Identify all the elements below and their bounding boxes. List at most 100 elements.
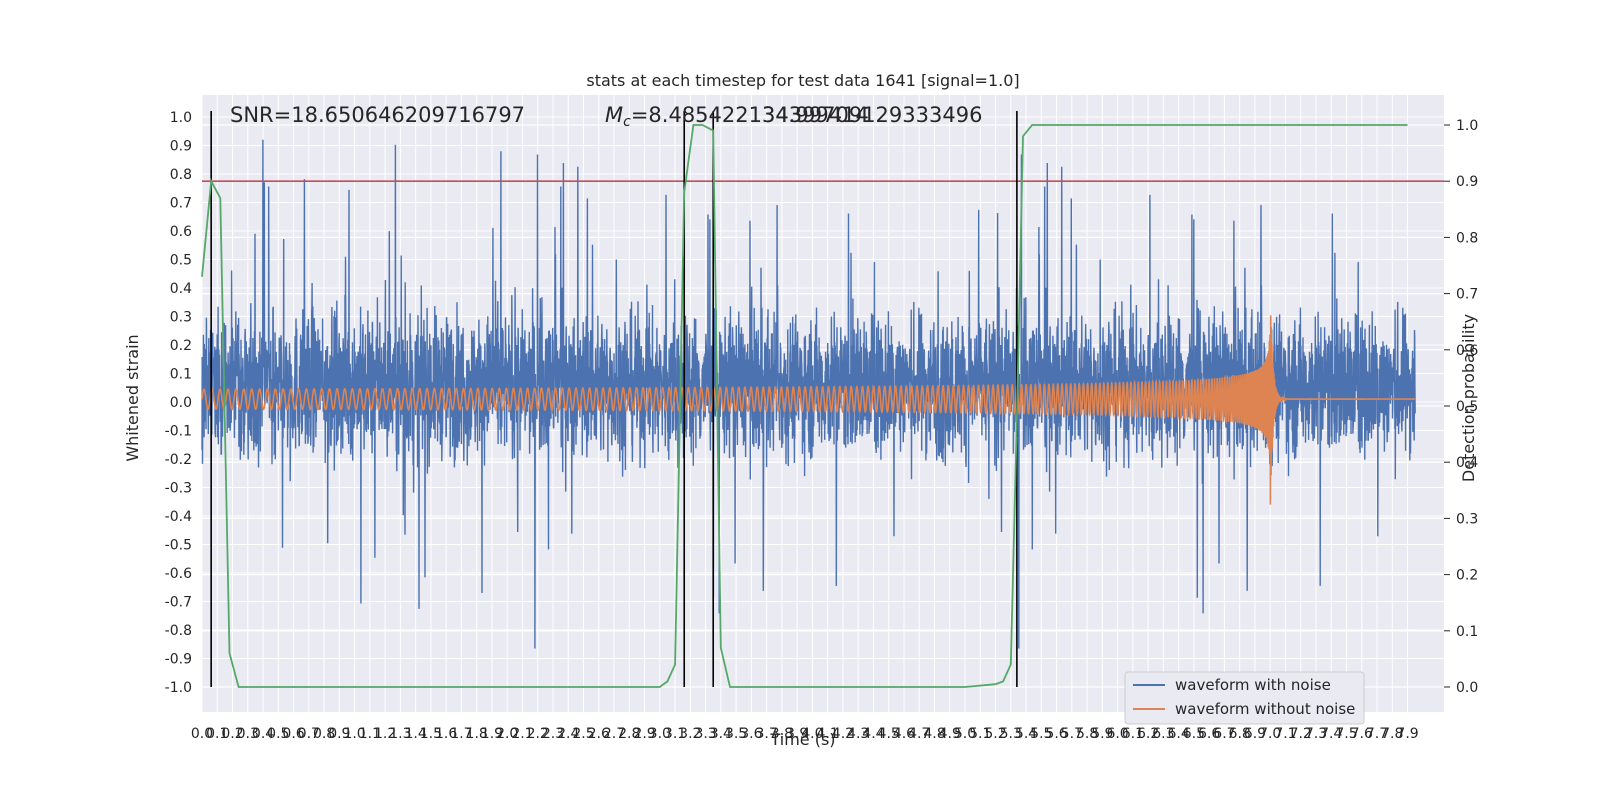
chirp-mass-symbol: M: [605, 103, 623, 127]
chirp-mass-value: =8.485422134399414: [631, 103, 869, 127]
x-tick-label: 3.7: [755, 726, 777, 742]
x-tick-label: 7.8: [1381, 726, 1403, 742]
x-tick-label: 7.9: [1396, 726, 1418, 742]
x-tick-label: 7.1: [1274, 726, 1296, 742]
x-tick-label: 4.5: [878, 726, 900, 742]
x-tick-label: 1.5: [420, 726, 442, 742]
x-tick-label: 4.3: [847, 726, 869, 742]
y2-tick-label: 0.8: [1456, 230, 1478, 246]
x-tick-label: 1.0: [343, 726, 365, 742]
x-tick-label: 4.7: [908, 726, 930, 742]
x-tick-label: 2.9: [633, 726, 655, 742]
x-tick-label: 3.9: [786, 726, 808, 742]
y2-tick-label: 0.9: [1456, 174, 1478, 190]
x-tick-label: 3.8: [771, 726, 793, 742]
x-tick-label: 0.8: [313, 726, 335, 742]
x-tick-label: 5.4: [1015, 726, 1037, 742]
x-tick-label: 2.4: [557, 726, 579, 742]
x-tick-label: 0.1: [206, 726, 228, 742]
x-tick-label: 2.7: [603, 726, 625, 742]
x-tick-label: 3.4: [710, 726, 732, 742]
x-tick-label: 0.3: [237, 726, 259, 742]
y-tick-label: 0.4: [170, 281, 192, 297]
overlap-annotation: 34.99709129333496: [762, 103, 982, 127]
y-tick-label: -0.4: [165, 509, 192, 525]
x-tick-label: 3.1: [664, 726, 686, 742]
x-tick-label: 6.8: [1229, 726, 1251, 742]
x-tick-label: 6.9: [1244, 726, 1266, 742]
y-tick-label: 0.0: [170, 395, 192, 411]
x-tick-label: 6.0: [1106, 726, 1128, 742]
legend: waveform with noise waveform without noi…: [1124, 671, 1365, 725]
x-tick-label: 0.0: [191, 726, 213, 742]
x-tick-label: 5.5: [1030, 726, 1052, 742]
y2-tick-label: 0.2: [1456, 568, 1478, 584]
x-tick-label: 1.6: [435, 726, 457, 742]
x-tick-label: 4.2: [832, 726, 854, 742]
waveform-with-noise-series: [201, 139, 1416, 649]
y-tick-label: 0.5: [170, 253, 192, 269]
x-tick-label: 1.7: [450, 726, 472, 742]
x-tick-label: 4.1: [817, 726, 839, 742]
noise-trace: [201, 139, 1416, 649]
x-tick-label: 5.1: [969, 726, 991, 742]
y-axis-label: Whitened strain: [123, 334, 142, 461]
y-tick-label: 0.7: [170, 196, 192, 212]
x-tick-label: 4.9: [939, 726, 961, 742]
x-tick-label: 3.5: [725, 726, 747, 742]
y-tick-label: 0.9: [170, 139, 192, 155]
y2-tick-label: 0.7: [1456, 287, 1478, 303]
legend-label-clean: waveform without noise: [1175, 700, 1355, 718]
x-tick-label: 6.5: [1183, 726, 1205, 742]
y-tick-label: -0.8: [165, 623, 192, 639]
x-tick-label: 2.3: [542, 726, 564, 742]
x-tick-label: 0.5: [267, 726, 289, 742]
x-tick-label: 6.2: [1137, 726, 1159, 742]
x-tick-label: 4.6: [893, 726, 915, 742]
x-tick-label: 1.9: [481, 726, 503, 742]
x-tick-label: 1.8: [466, 726, 488, 742]
y-tick-label: 1.0: [170, 110, 192, 126]
detection-probability-series: [201, 124, 1408, 688]
x-tick-label: 1.2: [374, 726, 396, 742]
x-tick-label: 1.3: [389, 726, 411, 742]
x-tick-label: 4.0: [801, 726, 823, 742]
x-tick-label: 3.6: [740, 726, 762, 742]
x-tick-label: 5.6: [1045, 726, 1067, 742]
x-tick-label: 1.4: [405, 726, 427, 742]
legend-label-noise: waveform with noise: [1175, 676, 1331, 694]
y2-axis-label: Detection probability: [1459, 314, 1478, 482]
chirp-mass-annotation: Mc=8.485422134399414: [605, 103, 869, 130]
x-tick-label: 7.5: [1335, 726, 1357, 742]
y2-tick-label: 0.5: [1456, 399, 1478, 415]
x-tick-label: 7.4: [1320, 726, 1342, 742]
x-tick-label: 6.4: [1168, 726, 1190, 742]
x-tick-label: 5.9: [1091, 726, 1113, 742]
y2-tick-label: 0.6: [1456, 343, 1478, 359]
y2-tick-label: 1.0: [1456, 118, 1478, 134]
x-tick-label: 5.0: [954, 726, 976, 742]
x-tick-label: 3.2: [679, 726, 701, 742]
x-tick-label: 2.6: [588, 726, 610, 742]
waveform-without-noise-series: [201, 315, 1416, 505]
x-tick-label: 6.6: [1198, 726, 1220, 742]
y-tick-label: -0.5: [165, 538, 192, 554]
x-tick-label: 2.8: [618, 726, 640, 742]
x-tick-label: 3.0: [649, 726, 671, 742]
x-axis-label: Time (s): [769, 730, 835, 749]
x-tick-label: 7.0: [1259, 726, 1281, 742]
x-tick-label: 0.6: [282, 726, 304, 742]
y-tick-label: 0.2: [170, 338, 192, 354]
x-tick-label: 0.2: [221, 726, 243, 742]
chirp-mass-subscript: c: [623, 114, 631, 130]
x-tick-label: 2.2: [527, 726, 549, 742]
x-tick-label: 6.3: [1152, 726, 1174, 742]
y-tick-label: 0.8: [170, 167, 192, 183]
y-tick-label: -0.9: [165, 652, 192, 668]
y-tick-label: -1.0: [165, 680, 192, 696]
x-tick-label: 5.7: [1061, 726, 1083, 742]
chart-title: stats at each timestep for test data 164…: [586, 71, 1019, 90]
y-tick-label: -0.6: [165, 566, 192, 582]
x-tick-label: 7.2: [1290, 726, 1312, 742]
x-tick-label: 6.7: [1213, 726, 1235, 742]
